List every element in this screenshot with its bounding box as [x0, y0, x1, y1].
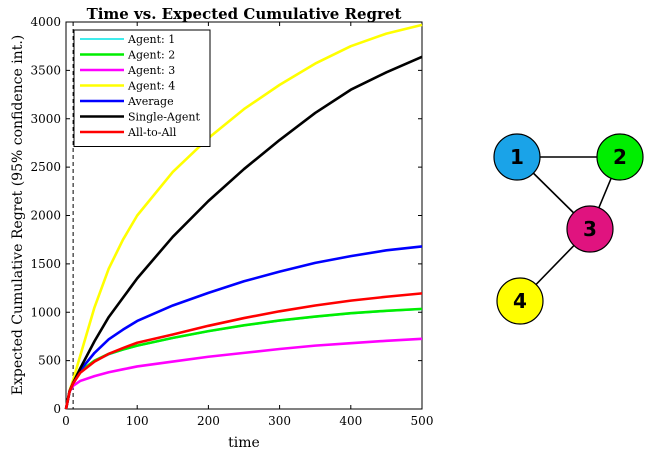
y-tick-label: 3500 — [30, 63, 61, 77]
x-tick-label: 300 — [268, 414, 291, 428]
y-tick-label: 2500 — [30, 160, 61, 174]
y-axis-label: Expected Cumulative Regret (95% confiden… — [10, 35, 26, 396]
graph-node-label: 4 — [513, 289, 527, 313]
legend-entry: Agent: 1 — [127, 33, 175, 46]
legend-entry: Agent: 4 — [127, 80, 175, 93]
y-tick-label: 4000 — [30, 15, 61, 29]
series-line-average — [66, 246, 422, 409]
graph-node-label: 1 — [510, 145, 524, 169]
y-tick-label: 3000 — [30, 112, 61, 126]
x-tick-label: 0 — [62, 414, 70, 428]
x-tick-label: 100 — [126, 414, 149, 428]
legend-entry: Average — [127, 95, 174, 108]
y-tick-label: 1500 — [30, 257, 61, 271]
legend: Agent: 1 Agent: 2 Agent: 3 Agent: 4 Average S… — [74, 30, 210, 147]
y-tick-label: 0 — [53, 402, 61, 416]
legend-entry: All-to-All — [127, 126, 177, 139]
x-tick-label: 200 — [197, 414, 220, 428]
chart-title: Time vs. Expected Cumulative Regret — [87, 5, 402, 23]
y-tick-label: 2000 — [30, 209, 61, 223]
y-tick-label: 500 — [38, 354, 61, 368]
graph-node-label: 2 — [613, 145, 627, 169]
network-graph: 1 2 3 4 — [494, 134, 643, 324]
series-line-agent-2 — [66, 309, 422, 409]
y-tick-label: 1000 — [30, 305, 61, 319]
graph-node-label: 3 — [583, 217, 597, 241]
x-axis-label: time — [228, 435, 260, 451]
x-tick-label: 500 — [411, 414, 434, 428]
legend-entry: Agent: 3 — [127, 64, 175, 77]
x-tick-label: 400 — [339, 414, 362, 428]
legend-entry: Single-Agent — [128, 111, 201, 124]
legend-entry: Agent: 2 — [127, 49, 175, 62]
